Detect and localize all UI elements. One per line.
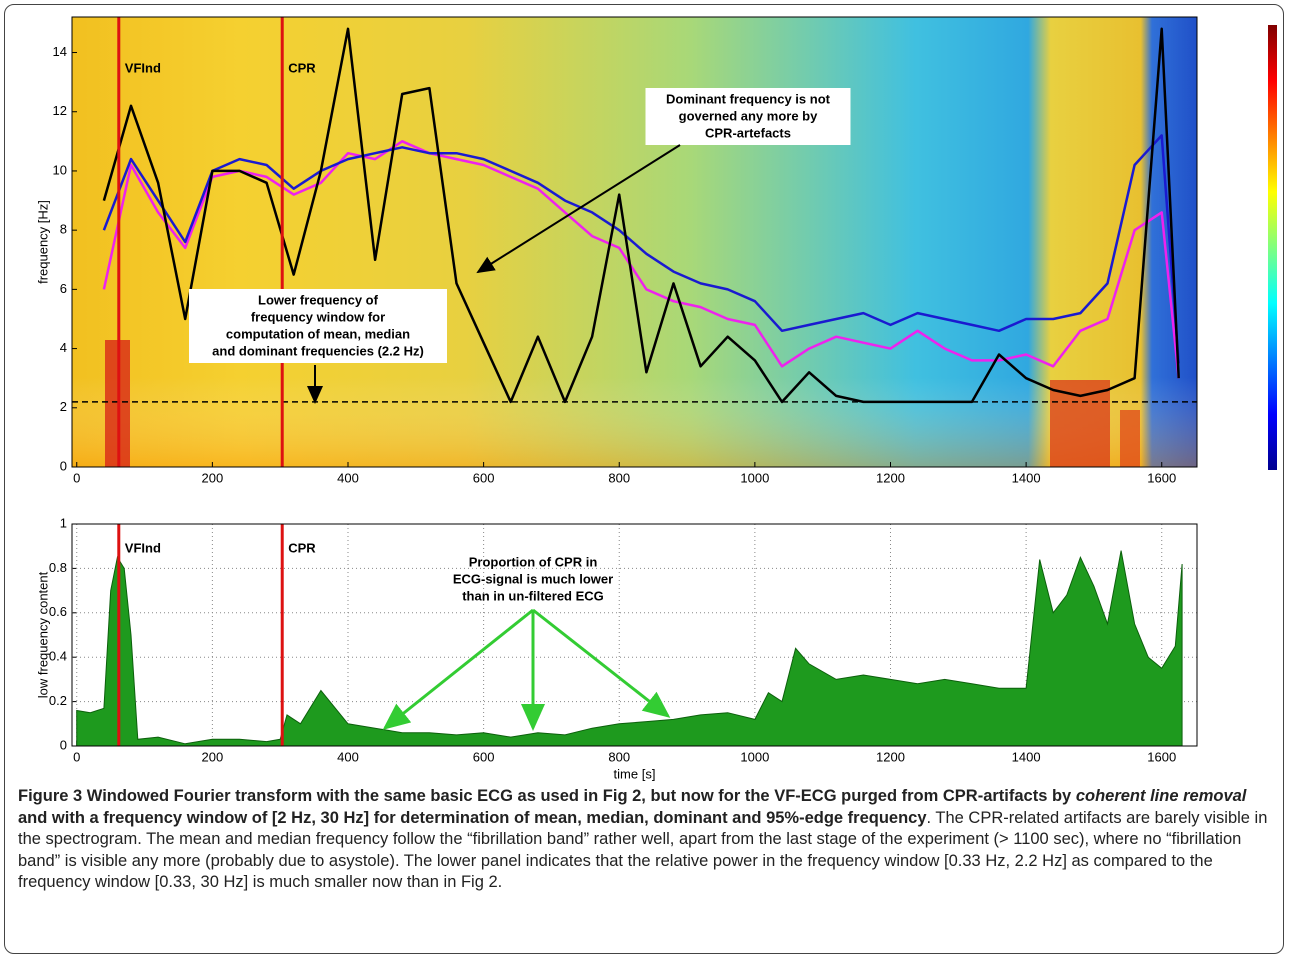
y-tick-label: 1: [60, 515, 67, 530]
event-label: VFInd: [125, 60, 161, 75]
y-tick-label: 0.8: [49, 560, 67, 575]
annotation-text: frequency window for: [251, 309, 385, 324]
annotation-text: and dominant frequencies (2.2 Hz): [212, 343, 424, 358]
annotation-text: Proportion of CPR in: [469, 554, 598, 569]
plot-frame: [71, 523, 1198, 747]
y-tick-label: 0.2: [49, 693, 67, 708]
y-tick-label: 0: [60, 458, 67, 473]
series-line: [102, 140, 1180, 379]
spectrogram-hot: [1050, 380, 1110, 467]
event-label: CPR: [288, 540, 316, 555]
annotation-text: governed any more by: [679, 108, 818, 123]
x-tick-label: 200: [202, 470, 224, 485]
y-tick-label: 14: [53, 44, 67, 59]
y-tick-label: 10: [53, 162, 67, 177]
caption-run: and with a frequency window of [2 Hz, 30…: [18, 808, 927, 827]
event-label: VFInd: [125, 540, 161, 555]
x-tick-label: 0: [73, 470, 80, 485]
caption-run: . The CPR-related artifacts are barely v…: [18, 808, 1268, 892]
y-tick-label: 12: [53, 103, 67, 118]
annotation-box: [189, 289, 447, 363]
arrow: [532, 608, 671, 718]
series-line: [102, 27, 1180, 404]
y-tick-label: 2: [60, 399, 67, 414]
series-line: [102, 134, 1180, 364]
x-tick-label: 200: [202, 749, 224, 764]
caption-run: Figure 3 Windowed Fourier transform with…: [18, 787, 1076, 805]
arrow: [476, 144, 681, 274]
caption: Figure 3 Windowed Fourier transform with…: [18, 786, 1274, 894]
annotation-text: Dominant frequency is not: [666, 91, 831, 106]
arrow: [382, 608, 534, 730]
x-tick-label: 1400: [1012, 749, 1041, 764]
annotation-text: Lower frequency of: [258, 292, 379, 307]
y-tick-label: 0: [60, 737, 67, 752]
annotation-text: CPR-artefacts: [705, 125, 791, 140]
y-tick-label: 6: [60, 281, 67, 296]
x-tick-label: 800: [608, 749, 630, 764]
y-axis-title: low frequency content: [35, 571, 50, 698]
x-axis-title: time [s]: [614, 766, 656, 781]
colorbar: [1268, 25, 1277, 470]
x-tick-label: 600: [473, 470, 495, 485]
x-tick-label: 1600: [1147, 749, 1176, 764]
y-tick-label: 0.6: [49, 604, 67, 619]
x-tick-label: 400: [337, 749, 359, 764]
x-tick-label: 1200: [876, 470, 905, 485]
x-tick-label: 1200: [876, 749, 905, 764]
annotation-text: computation of mean, median: [226, 326, 410, 341]
annotation-text: than in un-filtered ECG: [462, 588, 604, 603]
x-tick-label: 1400: [1012, 470, 1041, 485]
area: [76, 550, 1183, 747]
plot-frame: [71, 16, 1198, 468]
x-tick-label: 1000: [740, 749, 769, 764]
annotation-text: ECG-signal is much lower: [453, 571, 613, 586]
x-tick-label: 800: [608, 470, 630, 485]
x-tick-label: 600: [473, 749, 495, 764]
caption-run: coherent line removal: [1075, 787, 1247, 805]
figure-frame: [4, 4, 1284, 954]
annotation-box: [645, 88, 851, 145]
x-tick-label: 1600: [1147, 470, 1176, 485]
x-tick-label: 0: [73, 749, 80, 764]
y-tick-label: 0.4: [49, 649, 67, 664]
event-label: CPR: [288, 60, 316, 75]
y-tick-label: 8: [60, 222, 67, 237]
x-tick-label: 400: [337, 470, 359, 485]
x-tick-label: 1000: [740, 470, 769, 485]
y-tick-label: 4: [60, 340, 67, 355]
y-axis-title: frequency [Hz]: [35, 200, 50, 284]
spectrogram-hot: [1120, 410, 1140, 467]
